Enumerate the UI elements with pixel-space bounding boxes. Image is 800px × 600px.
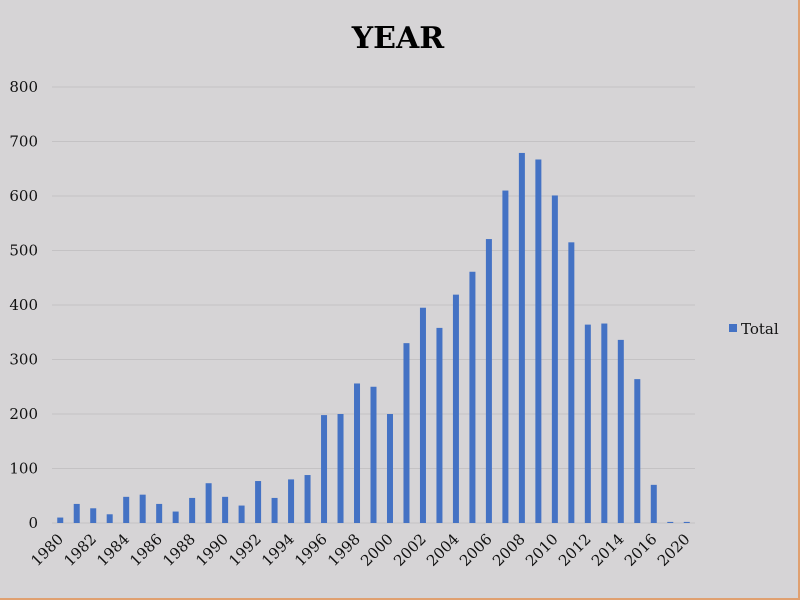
bar-2000 [386,414,393,523]
bar-1982 [90,508,97,523]
bar-2015 [634,379,641,523]
y-tick-label: 0 [28,514,38,532]
bar-1992 [255,481,262,523]
x-tick-label: 2020 [654,530,694,570]
x-tick-label: 1982 [60,530,100,570]
bar-1993 [271,497,278,523]
y-tick-label: 600 [9,187,38,205]
x-tick-label: 2016 [621,530,661,570]
chart-title: YEAR [351,21,446,56]
bar-1997 [337,414,344,523]
y-tick-label: 100 [9,460,38,478]
bar-1988 [189,497,196,523]
bar-1986 [156,503,163,523]
x-tick-label: 2002 [390,530,430,570]
x-tick-label: 1994 [258,530,298,570]
x-tick-label: 2008 [489,530,529,570]
bar-2003 [436,327,443,523]
bar-2016 [650,484,657,523]
bar-series-total [57,152,690,524]
y-tick-label: 300 [9,351,38,369]
x-tick-label: 2006 [456,530,496,570]
bar-2005 [469,271,476,523]
bar-1994 [288,479,295,523]
bar-1996 [321,415,328,523]
y-axis-ticks: 0 100 200 300 400 500 600 700 800 [9,78,38,532]
grid-lines [52,86,695,524]
bar-1998 [354,383,361,523]
bar-2011 [568,242,575,523]
x-tick-label: 1988 [159,530,199,570]
x-tick-label: 1992 [225,530,265,570]
bar-1985 [139,494,146,523]
y-tick-label: 400 [9,296,38,314]
bar-1995 [304,475,311,523]
bar-2008 [518,152,525,523]
bar-2017 [667,521,674,523]
y-tick-label: 800 [9,78,38,96]
y-tick-label: 200 [9,405,38,423]
bar-1983 [106,514,113,523]
bar-2012 [584,324,591,523]
bar-2010 [551,195,558,523]
bar-1991 [238,505,245,523]
x-tick-label: 1996 [291,530,331,570]
x-tick-label: 1990 [192,530,232,570]
bar-1981 [73,503,80,523]
x-tick-label: 1986 [126,530,166,570]
legend-swatch-total [729,324,737,332]
x-tick-label: 1998 [324,530,364,570]
x-tick-label: 1984 [93,530,133,570]
bar-2004 [452,294,459,523]
x-tick-label: 2010 [522,530,562,570]
x-tick-label: 2004 [423,530,463,570]
bar-2009 [535,159,542,524]
bar-1989 [205,483,212,523]
x-tick-label: 2014 [588,530,628,570]
x-tick-label: 2012 [555,530,595,570]
legend-label-total: Total [741,320,779,338]
y-tick-label: 500 [9,242,38,260]
bar-1987 [172,511,179,523]
y-tick-label: 700 [9,133,38,151]
x-tick-label: 2000 [357,530,397,570]
bar-1980 [57,517,64,523]
bar-1990 [222,496,229,523]
bar-2001 [403,343,410,523]
bar-1984 [123,496,130,523]
bar-2006 [485,239,492,523]
bar-2002 [419,307,426,523]
x-tick-label: 1980 [27,530,67,570]
bar-2014 [617,339,624,523]
bar-2007 [502,190,509,524]
bar-2018 [683,521,690,523]
legend: Total [729,320,779,338]
bar-2013 [601,323,608,523]
bar-1999 [370,386,377,523]
x-axis-ticks: 1980198219841986198819901992199419961998… [27,530,693,570]
